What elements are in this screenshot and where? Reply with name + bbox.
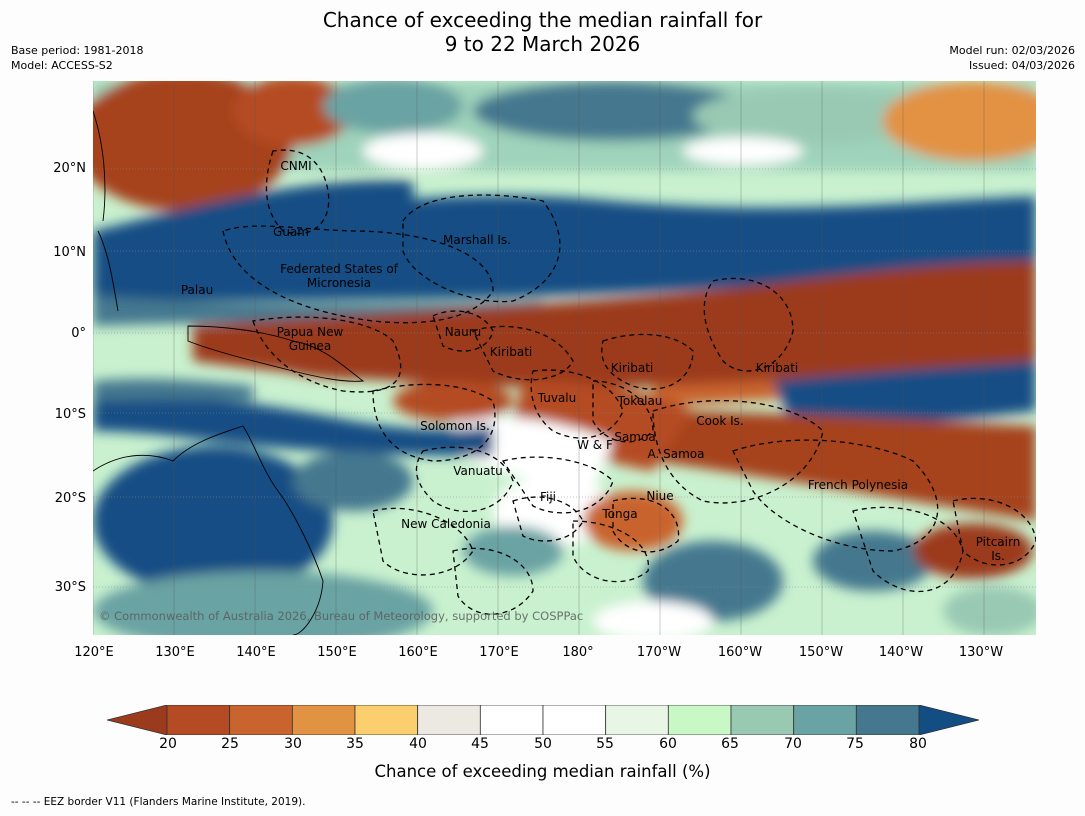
- region-label: Tonga: [602, 507, 638, 521]
- lon-tick: 120°E: [74, 645, 114, 660]
- colorbar-tick: 45: [471, 736, 489, 752]
- colorbar-tick: 25: [221, 736, 239, 752]
- region-label: Kiribati: [489, 345, 533, 359]
- colorbar-segment: [417, 704, 481, 736]
- lon-tick: 160°W: [717, 645, 763, 660]
- chart-title: Chance of exceeding the median rainfall …: [0, 8, 1085, 56]
- meta-right: Model run: 02/03/2026 Issued: 04/03/2026: [949, 43, 1075, 73]
- region-label: Nauru: [444, 325, 482, 339]
- lat-tick: 20°N: [53, 161, 86, 176]
- lat-tick: 10°S: [54, 407, 86, 422]
- lon-tick: 170°E: [479, 645, 519, 660]
- region-label: New Caledonia: [401, 517, 491, 531]
- colorbar-tick: 60: [659, 736, 677, 752]
- lon-tick: 150°W: [798, 645, 844, 660]
- lon-tick: 140°W: [878, 645, 924, 660]
- eez-borders: [222, 149, 1036, 615]
- title-line-2: 9 to 22 March 2026: [444, 32, 641, 56]
- region-label: Tokelau: [617, 394, 663, 408]
- colorbar-segment: [291, 704, 356, 736]
- region-label: Solomon Is.: [420, 419, 490, 433]
- region-label: Papua New Guinea: [276, 325, 344, 353]
- colorbar-segment: [354, 704, 419, 736]
- colorbar-segment: [166, 704, 231, 736]
- region-label: Niue: [646, 489, 674, 503]
- colorbar-extension-high: [918, 704, 980, 736]
- colorbar-segment: [605, 704, 669, 736]
- colorbar-extension-low: [106, 704, 168, 736]
- copyright-notice: © Commonwealth of Australia 2026, Bureau…: [99, 609, 584, 623]
- title-line-1: Chance of exceeding the median rainfall …: [322, 8, 763, 32]
- region-label: Fiji: [539, 490, 557, 504]
- region-label: Cook Is.: [696, 414, 744, 428]
- meridians: [93, 81, 985, 635]
- colorbar-segment: [730, 704, 795, 736]
- colorbar-segment: [479, 704, 544, 736]
- lon-tick: 170°W: [636, 645, 682, 660]
- region-label: Marshall Is.: [443, 233, 511, 247]
- colorbar-segment: [855, 704, 920, 736]
- colorbar: [106, 704, 980, 736]
- lon-tick: 150°E: [317, 645, 357, 660]
- base-period: Base period: 1981-2018: [11, 44, 144, 57]
- lon-tick: 130°W: [958, 645, 1004, 660]
- meta-left: Base period: 1981-2018 Model: ACCESS-S2: [11, 43, 143, 73]
- region-label: CNMI: [280, 159, 312, 173]
- lon-tick: 130°E: [155, 645, 195, 660]
- region-label: Kiribati: [610, 361, 654, 375]
- region-label: Tuvalu: [537, 391, 577, 405]
- region-label: A. Samoa: [647, 447, 705, 461]
- colorbar-segment: [229, 704, 293, 736]
- model-run: Model run: 02/03/2026: [949, 44, 1075, 57]
- region-label: Federated States of Micronesia: [280, 262, 398, 290]
- lon-tick: 140°E: [236, 645, 276, 660]
- colorbar-tick: 65: [721, 736, 739, 752]
- region-label: Vanuatu: [453, 464, 503, 478]
- colorbar-tick: 55: [596, 736, 614, 752]
- colorbar-tick: 75: [846, 736, 864, 752]
- region-label: Kiribati: [755, 361, 799, 375]
- colorbar-tick: 40: [409, 736, 427, 752]
- region-label: Palau: [180, 283, 214, 297]
- colorbar-segment: [667, 704, 732, 736]
- colorbar-tick: 70: [784, 736, 802, 752]
- model-name: Model: ACCESS-S2: [11, 59, 113, 72]
- graticule: [93, 168, 1036, 588]
- lat-tick: 10°N: [53, 245, 86, 260]
- lat-tick: 30°S: [54, 580, 86, 595]
- region-label: W & F: [577, 438, 613, 452]
- colorbar-segment: [793, 704, 857, 736]
- colorbar-graphic: [106, 704, 980, 736]
- rainfall-field: [93, 81, 1036, 635]
- colorbar-tick: 80: [909, 736, 927, 752]
- colorbar-tick: 30: [284, 736, 302, 752]
- lon-tick: 160°E: [398, 645, 438, 660]
- lat-tick: 0°: [71, 326, 86, 341]
- issued-date: Issued: 04/03/2026: [968, 59, 1075, 72]
- eez-footnote: -- -- -- EEZ border V11 (Flanders Marine…: [11, 796, 306, 808]
- rainfall-map[interactable]: CNMI Guam Marshall Is. Federated States …: [93, 81, 1036, 635]
- region-label: Pitcairn Is.: [975, 535, 1021, 563]
- colorbar-tick: 50: [534, 736, 552, 752]
- colorbar-tick: 20: [159, 736, 177, 752]
- lon-tick: 180°: [562, 645, 594, 660]
- colorbar-label: Chance of exceeding median rainfall (%): [374, 762, 711, 781]
- region-label: Samoa: [614, 430, 656, 444]
- coastlines: [93, 110, 365, 635]
- map-canvas: [93, 81, 1036, 635]
- lat-tick: 20°S: [54, 491, 86, 506]
- region-label: Guam: [273, 225, 309, 239]
- region-label: French Polynesia: [807, 478, 909, 492]
- colorbar-segment: [542, 704, 607, 736]
- colorbar-tick: 35: [346, 736, 364, 752]
